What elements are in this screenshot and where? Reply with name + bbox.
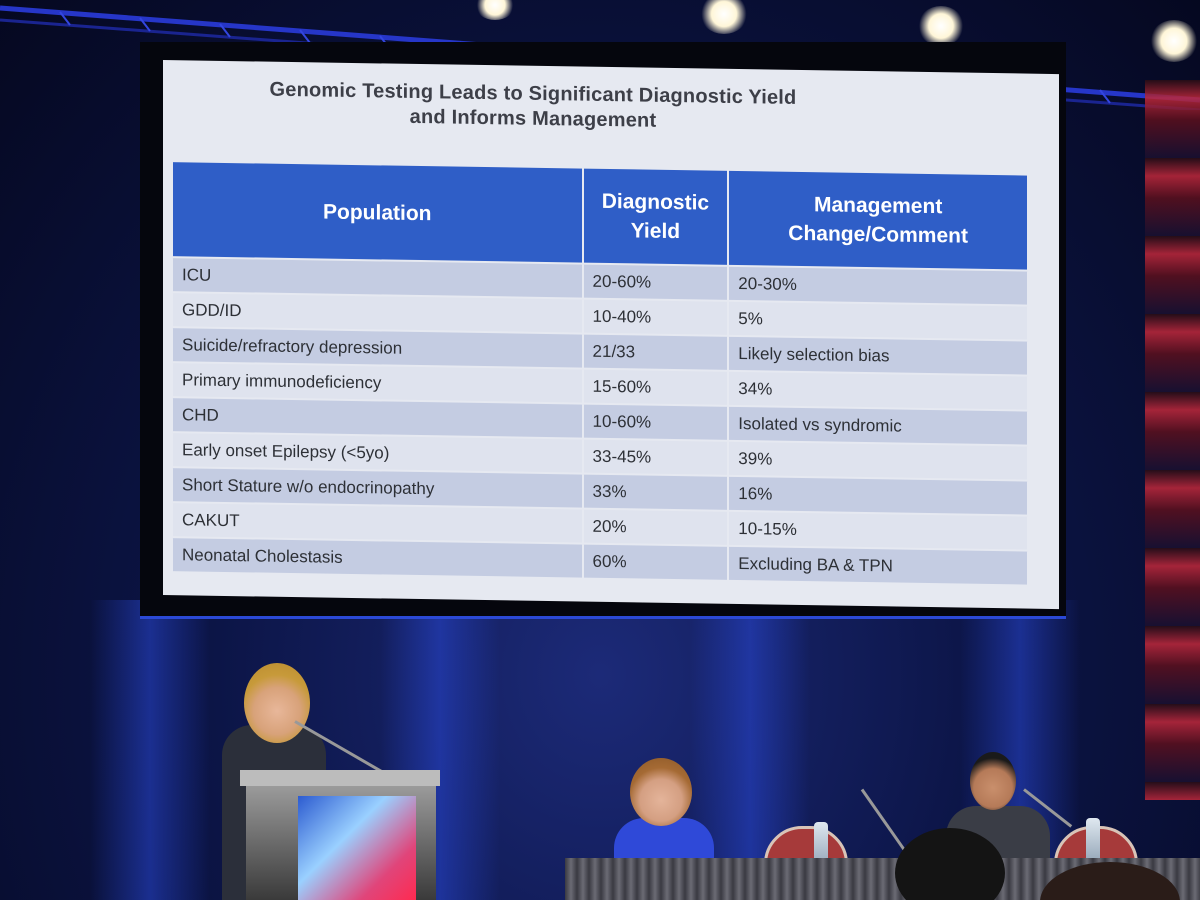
yield-cell: 20% xyxy=(582,508,729,546)
comment-cell: 5% xyxy=(728,300,1028,341)
side-light-tower xyxy=(1145,80,1200,800)
yield-cell: 15-60% xyxy=(582,368,729,406)
panelist-head xyxy=(630,758,692,826)
comment-cell: 20-30% xyxy=(728,265,1028,306)
audience-head xyxy=(895,828,1005,900)
comment-cell: 16% xyxy=(728,475,1028,516)
slide-title: Genomic Testing Leads to Significant Dia… xyxy=(163,76,903,138)
yield-cell: 33-45% xyxy=(582,438,729,476)
yield-cell: 20-60% xyxy=(582,263,729,301)
yield-cell: 21/33 xyxy=(582,333,729,371)
panelist-head xyxy=(970,752,1016,810)
water-bottle xyxy=(1086,818,1100,860)
yield-cell: 10-60% xyxy=(582,403,729,441)
stage-spotlight xyxy=(1150,20,1198,62)
comment-cell: Excluding BA & TPN xyxy=(728,545,1028,586)
comment-cell: 39% xyxy=(728,440,1028,481)
yield-cell: 60% xyxy=(582,543,729,581)
population-cell: Neonatal Cholestasis xyxy=(172,537,583,579)
presentation-slide: Genomic Testing Leads to Significant Dia… xyxy=(163,60,1059,610)
yield-cell: 33% xyxy=(582,473,729,511)
podium-top xyxy=(240,770,440,786)
stage-spotlight xyxy=(918,6,964,46)
comment-cell: Isolated vs syndromic xyxy=(728,405,1028,446)
stage-curtain-light xyxy=(90,600,210,900)
column-header-population: Population xyxy=(172,161,583,264)
diagnostic-yield-table: Population Diagnostic Yield Management C… xyxy=(171,160,1029,586)
speaker-head xyxy=(244,663,310,743)
stage-spotlight xyxy=(475,0,515,20)
column-header-management: Management Change/Comment xyxy=(728,169,1028,271)
comment-cell: Likely selection bias xyxy=(728,335,1028,376)
water-bottle xyxy=(814,822,828,864)
table-header-row: Population Diagnostic Yield Management C… xyxy=(172,161,1028,271)
comment-cell: 10-15% xyxy=(728,510,1028,551)
column-header-diagnostic-yield: Diagnostic Yield xyxy=(582,167,729,266)
stage-spotlight xyxy=(700,0,748,34)
yield-cell: 10-40% xyxy=(582,298,729,336)
comment-cell: 34% xyxy=(728,370,1028,411)
podium-graphic xyxy=(298,796,416,900)
